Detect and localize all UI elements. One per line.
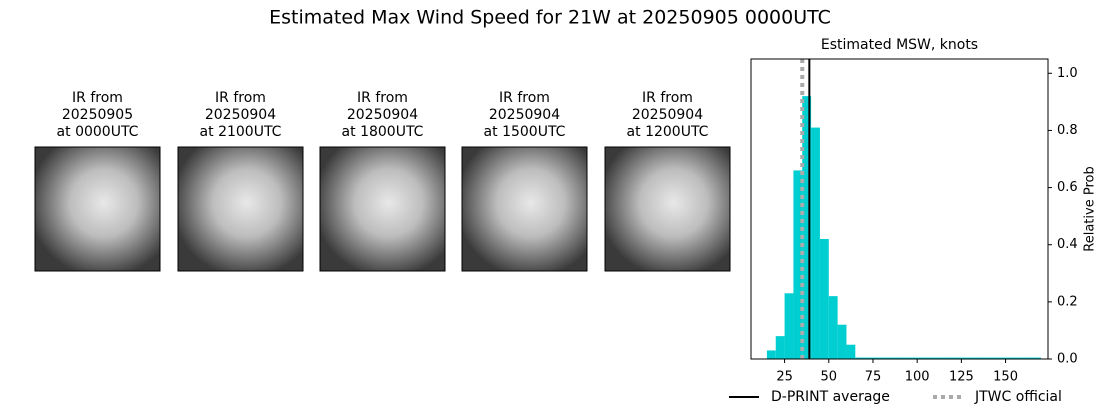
- bar: [793, 170, 803, 359]
- bar: [899, 357, 909, 359]
- bar: [766, 350, 776, 359]
- bar: [1023, 357, 1033, 359]
- bar: [926, 357, 935, 359]
- bar: [987, 357, 997, 359]
- bar: [996, 357, 1006, 359]
- y-tick-label: 0.0: [1057, 352, 1078, 367]
- panel-title: at 1200UTC: [627, 124, 709, 140]
- panel-title: at 0000UTC: [57, 124, 139, 140]
- panel-title: at 1500UTC: [484, 124, 566, 140]
- panel-title: IR from: [499, 90, 550, 106]
- bar: [1032, 357, 1041, 359]
- ir-image: [461, 146, 588, 272]
- bar: [952, 357, 962, 359]
- panel-title: IR from: [215, 90, 266, 106]
- panel-title: IR from: [642, 90, 693, 106]
- chart-title: Estimated MSW, knots: [821, 37, 978, 53]
- bar: [917, 357, 927, 359]
- plot-frame: [750, 58, 1049, 360]
- bar: [872, 357, 882, 359]
- bar: [846, 344, 856, 359]
- x-tick-label: 25: [776, 370, 793, 385]
- panel-title: 20250904: [347, 107, 418, 123]
- bar: [970, 357, 980, 359]
- x-tick-label: 75: [865, 370, 882, 385]
- bar: [961, 357, 971, 359]
- y-tick-label: 0.8: [1057, 123, 1078, 138]
- panel-title: IR from: [357, 90, 408, 106]
- bar: [908, 357, 918, 359]
- ir-image: [34, 146, 161, 272]
- x-tick-label: 150: [993, 370, 1018, 385]
- bar: [934, 357, 944, 359]
- panel-title: at 2100UTC: [200, 124, 282, 140]
- legend-label: JTWC official: [974, 389, 1062, 405]
- bar: [943, 357, 953, 359]
- x-tick-label: 125: [949, 370, 974, 385]
- bar: [837, 324, 847, 359]
- panel-title: 20250904: [632, 107, 703, 123]
- y-tick-label: 0.2: [1057, 294, 1078, 309]
- ir-image: [177, 146, 304, 272]
- bar: [775, 336, 785, 359]
- bar: [864, 357, 873, 359]
- bar: [802, 96, 812, 360]
- x-tick-label: 50: [821, 370, 838, 385]
- bar: [819, 239, 829, 359]
- bar: [890, 357, 900, 359]
- bar: [979, 357, 988, 359]
- panel-title: 20250904: [489, 107, 560, 123]
- panel-title: at 1800UTC: [342, 124, 424, 140]
- figure-title: Estimated Max Wind Speed for 21W at 2025…: [269, 7, 831, 29]
- bar: [881, 357, 891, 359]
- panel-title: IR from: [72, 90, 123, 106]
- y-axis-label: Relative Prob: [1083, 166, 1098, 251]
- ir-image: [604, 146, 731, 272]
- y-tick-label: 0.4: [1057, 237, 1078, 252]
- ir-image: [319, 146, 446, 272]
- legend-label: D-PRINT average: [771, 389, 890, 405]
- bar: [828, 296, 838, 359]
- x-tick-label: 100: [905, 370, 930, 385]
- bar: [855, 357, 865, 359]
- panel-title: 20250905: [62, 107, 133, 123]
- y-tick-label: 1.0: [1057, 66, 1078, 81]
- panel-title: 20250904: [205, 107, 276, 123]
- bar: [1014, 357, 1024, 359]
- bar: [811, 127, 820, 359]
- bar: [1005, 357, 1015, 359]
- bar: [784, 293, 794, 359]
- y-tick-label: 0.6: [1057, 180, 1078, 195]
